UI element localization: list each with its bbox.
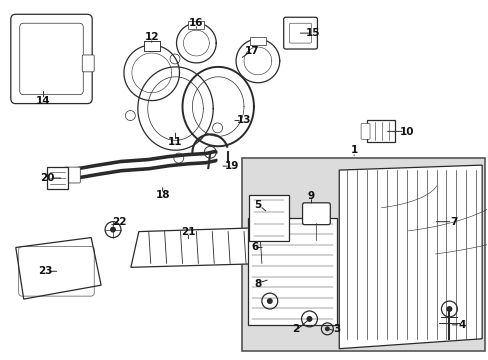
Text: 19: 19 [224,161,239,171]
Text: 16: 16 [189,18,203,28]
Text: 12: 12 [144,32,159,42]
Text: 17: 17 [244,46,259,56]
Text: 21: 21 [181,226,195,237]
FancyBboxPatch shape [143,41,160,51]
Text: 6: 6 [251,243,258,252]
FancyBboxPatch shape [82,55,94,72]
FancyBboxPatch shape [247,218,337,325]
Circle shape [266,298,272,304]
Circle shape [446,306,451,312]
FancyBboxPatch shape [283,17,317,49]
Text: 13: 13 [236,116,251,126]
Text: 23: 23 [38,266,53,276]
Text: 4: 4 [458,320,465,330]
FancyBboxPatch shape [248,195,288,240]
Text: 8: 8 [254,279,261,289]
Text: 22: 22 [111,217,126,227]
Text: 10: 10 [399,127,413,138]
Text: 20: 20 [40,173,55,183]
Circle shape [306,316,312,322]
Text: 9: 9 [307,191,314,201]
Text: 1: 1 [350,145,357,155]
Circle shape [110,227,116,233]
FancyBboxPatch shape [302,203,330,225]
Polygon shape [339,165,481,349]
Text: 2: 2 [291,324,299,334]
Polygon shape [16,238,101,299]
Text: 11: 11 [168,137,183,147]
Text: 3: 3 [333,324,340,334]
FancyBboxPatch shape [366,121,394,142]
Text: 7: 7 [450,217,457,227]
Text: 18: 18 [155,190,169,200]
FancyBboxPatch shape [46,167,68,189]
FancyBboxPatch shape [249,37,265,45]
FancyBboxPatch shape [360,123,369,139]
FancyBboxPatch shape [64,167,80,183]
Bar [242,158,484,351]
Polygon shape [131,228,271,267]
Text: 14: 14 [36,96,51,105]
FancyBboxPatch shape [188,21,204,29]
FancyBboxPatch shape [11,14,92,104]
Text: 5: 5 [254,200,261,210]
Circle shape [324,327,329,331]
Text: 15: 15 [305,28,320,38]
